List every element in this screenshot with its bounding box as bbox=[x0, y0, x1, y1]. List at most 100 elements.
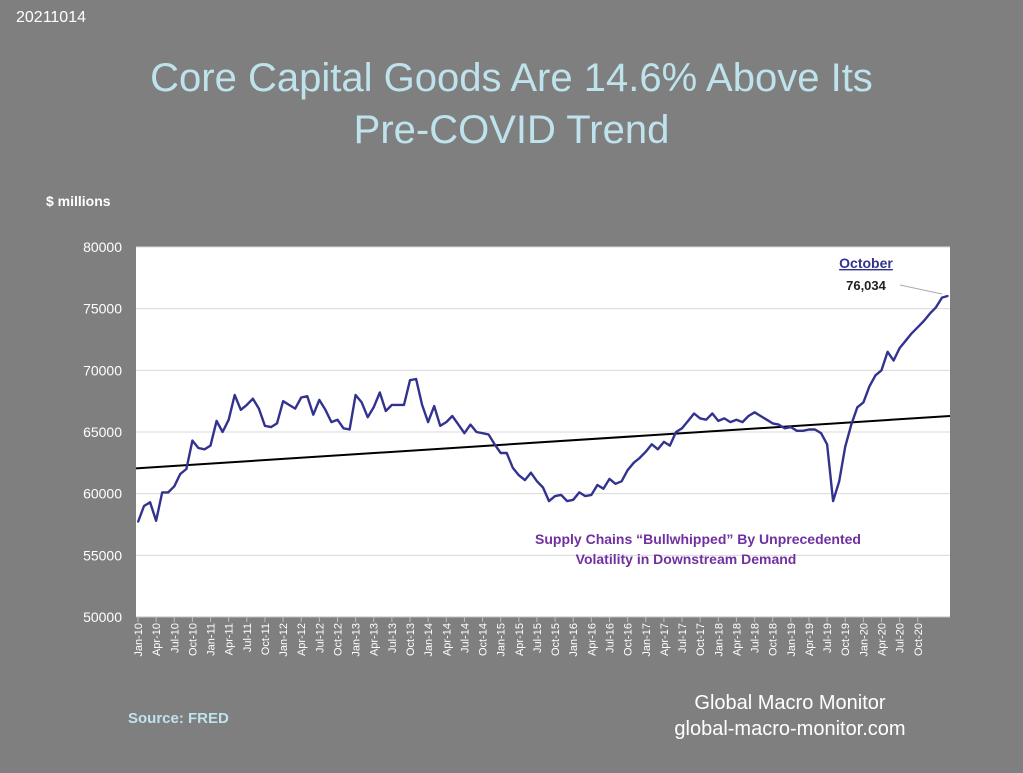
annotations: October 76,034 Supply Chains “Bullwhippe… bbox=[535, 255, 943, 567]
x-tick-label: Oct-11 bbox=[260, 623, 272, 655]
x-tick-label: Oct-18 bbox=[768, 623, 780, 656]
y-axis-label: $ millions bbox=[46, 193, 111, 209]
data-point bbox=[729, 421, 732, 423]
data-point bbox=[850, 423, 853, 426]
data-point bbox=[753, 411, 756, 414]
data-point bbox=[475, 431, 478, 433]
data-point bbox=[632, 462, 635, 464]
data-point bbox=[276, 422, 278, 425]
data-point bbox=[155, 520, 157, 522]
data-point bbox=[524, 479, 526, 481]
data-point bbox=[306, 395, 309, 398]
x-tick-label: Jul-15 bbox=[532, 623, 544, 653]
data-point bbox=[669, 444, 671, 447]
y-tick-label: 65000 bbox=[83, 424, 122, 440]
data-point bbox=[372, 406, 375, 409]
data-point bbox=[663, 441, 665, 443]
x-tick-label: Oct-20 bbox=[913, 623, 925, 656]
data-point bbox=[826, 443, 828, 446]
data-point bbox=[149, 501, 151, 504]
data-point bbox=[354, 394, 357, 396]
data-point bbox=[759, 415, 762, 417]
x-tick-label: Apr-16 bbox=[586, 623, 598, 656]
x-tick-label: Apr-13 bbox=[369, 623, 381, 656]
data-point bbox=[391, 404, 393, 406]
data-point bbox=[687, 420, 689, 422]
data-point bbox=[348, 428, 351, 431]
x-tick-label: Jan-13 bbox=[351, 623, 363, 657]
x-tick-label: Jan-14 bbox=[423, 623, 435, 657]
data-point bbox=[330, 421, 333, 423]
x-tick-label: Oct-15 bbox=[550, 623, 562, 656]
y-tick-label: 70000 bbox=[83, 362, 122, 378]
x-tick-label: Apr-20 bbox=[877, 623, 889, 656]
data-point bbox=[409, 379, 411, 382]
last-label: October bbox=[839, 255, 893, 271]
title-line-2: Pre-COVID Trend bbox=[353, 108, 670, 152]
data-point bbox=[463, 432, 466, 435]
data-point bbox=[747, 415, 750, 417]
data-point bbox=[638, 457, 641, 459]
x-tick-label: Jul-11 bbox=[242, 623, 254, 652]
data-point bbox=[856, 406, 859, 409]
data-point bbox=[161, 491, 163, 494]
x-tick-label: Oct-19 bbox=[840, 623, 852, 656]
data-point bbox=[312, 413, 315, 416]
x-tick-label: Jan-17 bbox=[641, 623, 653, 657]
data-point bbox=[542, 486, 544, 489]
data-point bbox=[844, 446, 846, 448]
x-axis: Jan-10 Apr-10 Jul-10 Oct-10 Jan-11 Apr-11 Jul-… bbox=[133, 616, 950, 657]
y-tick-label: 60000 bbox=[83, 486, 122, 502]
x-tick-label: Jan-15 bbox=[496, 623, 508, 657]
data-point bbox=[880, 369, 883, 372]
y-tick-labels: 50000 55000 60000 65000 70000 75000 80000 bbox=[83, 239, 122, 625]
data-point bbox=[790, 426, 792, 428]
data-point bbox=[808, 428, 810, 431]
data-point bbox=[457, 423, 460, 426]
data-point bbox=[917, 326, 919, 329]
x-tick-label: Oct-12 bbox=[332, 623, 344, 656]
data-point bbox=[342, 427, 345, 430]
data-point bbox=[167, 491, 169, 494]
data-point bbox=[693, 412, 695, 415]
data-point bbox=[191, 439, 194, 442]
date-stamp: 20211014 bbox=[16, 9, 86, 26]
data-point bbox=[487, 433, 490, 436]
data-point bbox=[771, 422, 774, 425]
data-point bbox=[802, 430, 804, 432]
data-point bbox=[904, 339, 907, 342]
data-point bbox=[433, 405, 436, 407]
data-point bbox=[203, 448, 206, 451]
y-tick-label: 55000 bbox=[83, 547, 122, 563]
data-point bbox=[777, 423, 780, 426]
trend-line bbox=[135, 414, 951, 470]
data-point bbox=[300, 396, 303, 399]
data-point bbox=[215, 420, 218, 422]
data-point bbox=[560, 494, 562, 496]
x-tick-label: Apr-14 bbox=[441, 623, 453, 656]
data-point bbox=[233, 394, 236, 396]
x-tick-label: Apr-17 bbox=[659, 623, 671, 656]
data-point bbox=[796, 430, 798, 432]
x-tick-label: Jul-17 bbox=[677, 623, 689, 653]
data-point bbox=[923, 320, 925, 322]
data-point bbox=[862, 401, 865, 404]
data-point bbox=[197, 447, 200, 449]
x-tick-label: Jul-20 bbox=[895, 623, 907, 653]
data-point bbox=[403, 404, 405, 406]
data-point bbox=[318, 399, 321, 401]
x-tick-label: Jan-11 bbox=[206, 623, 218, 656]
data-point bbox=[252, 397, 254, 400]
data-point bbox=[645, 450, 647, 453]
data-point bbox=[886, 351, 889, 353]
data-point bbox=[765, 418, 768, 421]
data-point bbox=[935, 306, 937, 309]
x-tick-label: Oct-14 bbox=[478, 623, 490, 656]
data-point bbox=[723, 417, 726, 420]
data-point bbox=[741, 421, 744, 423]
data-point bbox=[874, 374, 877, 377]
data-point bbox=[530, 471, 532, 474]
x-tick-label: Oct-17 bbox=[695, 623, 707, 656]
data-point bbox=[209, 444, 212, 447]
data-point bbox=[469, 423, 472, 426]
